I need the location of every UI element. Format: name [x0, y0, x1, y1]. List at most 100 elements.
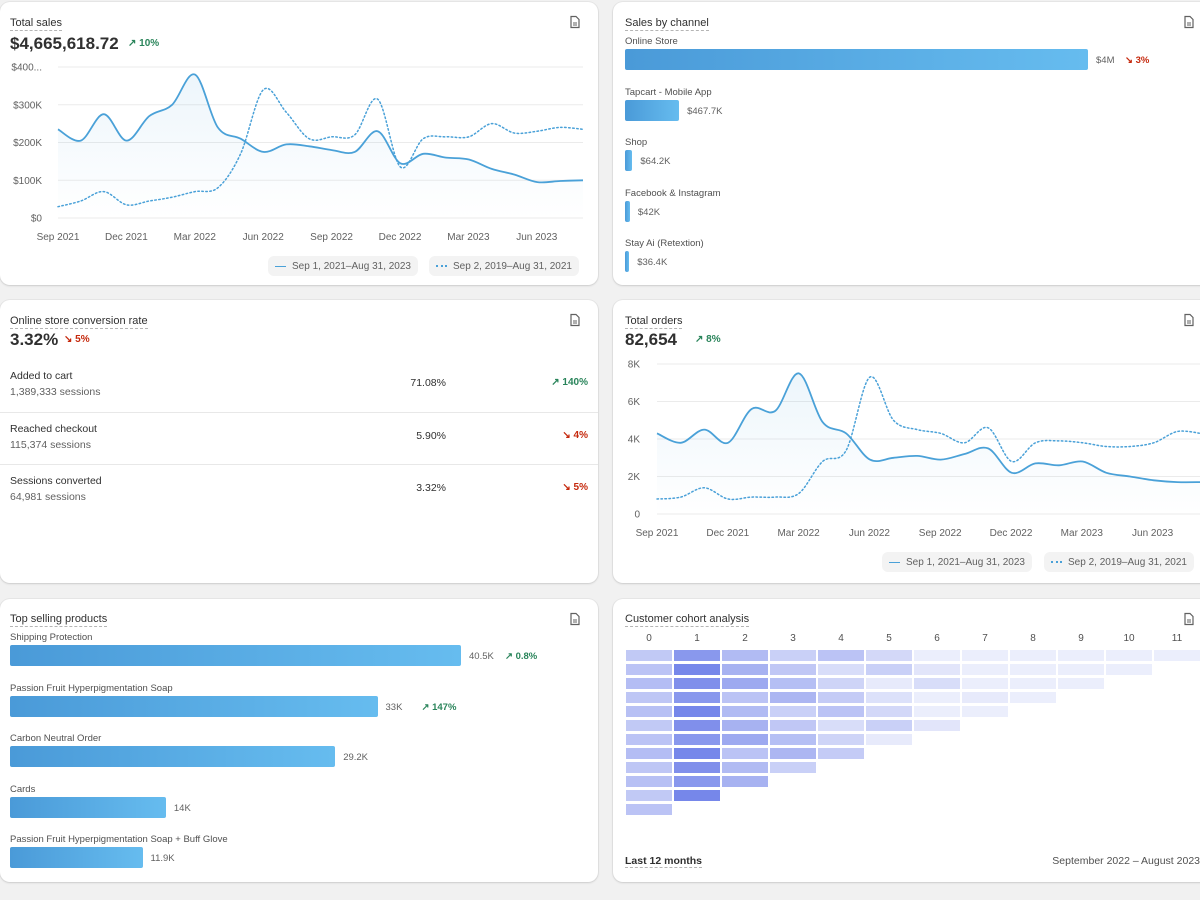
- channel-bar[interactable]: [625, 49, 1088, 70]
- cohort-cell[interactable]: [625, 747, 673, 760]
- legend-current-period[interactable]: Sep 1, 2021–Aug 31, 2023: [268, 256, 418, 276]
- cohort-cell[interactable]: [721, 649, 769, 662]
- product-bar[interactable]: [10, 645, 461, 666]
- product-bar[interactable]: [10, 796, 166, 818]
- cohort-cell[interactable]: [673, 691, 721, 704]
- export-icon[interactable]: [1182, 15, 1196, 29]
- cohort-cell[interactable]: [817, 747, 865, 760]
- cohort-cell[interactable]: [961, 663, 1009, 676]
- cohort-cell[interactable]: [673, 775, 721, 788]
- channel-bar[interactable]: [625, 251, 630, 273]
- cohort-cell[interactable]: [913, 663, 961, 676]
- cohort-cell[interactable]: [625, 775, 673, 788]
- legend-current-period[interactable]: Sep 1, 2021–Aug 31, 2023: [882, 552, 1032, 572]
- export-icon[interactable]: [568, 612, 582, 626]
- cohort-cell[interactable]: [721, 747, 769, 760]
- cohort-cell[interactable]: [1153, 649, 1200, 662]
- cohort-cell[interactable]: [769, 733, 817, 746]
- cohort-cell[interactable]: [625, 733, 673, 746]
- product-bar[interactable]: [10, 695, 378, 717]
- cohort-cell[interactable]: [673, 705, 721, 718]
- cohort-cell[interactable]: [721, 663, 769, 676]
- cohort-cell[interactable]: [865, 663, 913, 676]
- product-bar[interactable]: [10, 746, 336, 768]
- sales-by-channel-title[interactable]: Sales by channel: [625, 17, 709, 31]
- cohort-cell[interactable]: [673, 747, 721, 760]
- channel-bar[interactable]: [625, 150, 633, 172]
- cohort-cell[interactable]: [817, 663, 865, 676]
- cohort-cell[interactable]: [673, 719, 721, 732]
- cohort-cell[interactable]: [817, 691, 865, 704]
- cohort-cell[interactable]: [721, 705, 769, 718]
- cohort-cell[interactable]: [769, 719, 817, 732]
- cohort-cell[interactable]: [1105, 649, 1153, 662]
- cohort-cell[interactable]: [625, 649, 673, 662]
- cohort-cell[interactable]: [913, 649, 961, 662]
- channel-bar[interactable]: [625, 200, 630, 222]
- cohort-cell[interactable]: [673, 761, 721, 774]
- cohort-cell[interactable]: [1105, 663, 1153, 676]
- cohort-cell[interactable]: [769, 761, 817, 774]
- cohort-cell[interactable]: [673, 733, 721, 746]
- cohort-cell[interactable]: [961, 677, 1009, 690]
- cohort-cell[interactable]: [721, 761, 769, 774]
- cohort-cell[interactable]: [865, 677, 913, 690]
- cohort-cell[interactable]: [865, 733, 913, 746]
- export-icon[interactable]: [568, 313, 582, 327]
- cohort-cell[interactable]: [625, 761, 673, 774]
- export-icon[interactable]: [1182, 313, 1196, 327]
- cohort-cell[interactable]: [1009, 663, 1057, 676]
- cohort-cell[interactable]: [817, 649, 865, 662]
- cohort-cell[interactable]: [913, 719, 961, 732]
- cohort-cell[interactable]: [625, 677, 673, 690]
- export-icon[interactable]: [1182, 612, 1196, 626]
- cohort-cell[interactable]: [817, 719, 865, 732]
- cohort-cell[interactable]: [673, 663, 721, 676]
- cohort-cell[interactable]: [721, 677, 769, 690]
- cohort-cell[interactable]: [1009, 649, 1057, 662]
- total-orders-title[interactable]: Total orders: [625, 315, 683, 329]
- cohort-cell[interactable]: [913, 677, 961, 690]
- cohort-cell[interactable]: [625, 705, 673, 718]
- cohort-cell[interactable]: [817, 733, 865, 746]
- cohort-cell[interactable]: [913, 691, 961, 704]
- cohort-title[interactable]: Customer cohort analysis: [625, 613, 750, 627]
- cohort-cell[interactable]: [769, 691, 817, 704]
- cohort-cell[interactable]: [865, 691, 913, 704]
- cohort-period-link[interactable]: Last 12 months: [625, 855, 703, 868]
- cohort-cell[interactable]: [721, 775, 769, 788]
- cohort-cell[interactable]: [865, 719, 913, 732]
- cohort-cell[interactable]: [817, 705, 865, 718]
- cohort-cell[interactable]: [1057, 663, 1105, 676]
- cohort-cell[interactable]: [1057, 677, 1105, 690]
- cohort-cell[interactable]: [769, 663, 817, 676]
- cohort-cell[interactable]: [1057, 649, 1105, 662]
- cohort-cell[interactable]: [625, 691, 673, 704]
- cohort-cell[interactable]: [625, 803, 673, 816]
- cohort-cell[interactable]: [769, 649, 817, 662]
- cohort-cell[interactable]: [673, 677, 721, 690]
- cohort-cell[interactable]: [769, 677, 817, 690]
- cohort-cell[interactable]: [673, 789, 721, 802]
- cohort-cell[interactable]: [865, 649, 913, 662]
- cohort-cell[interactable]: [865, 705, 913, 718]
- total-sales-title[interactable]: Total sales: [10, 17, 62, 31]
- cohort-cell[interactable]: [961, 691, 1009, 704]
- cohort-cell[interactable]: [961, 705, 1009, 718]
- cohort-cell[interactable]: [625, 663, 673, 676]
- product-bar[interactable]: [10, 847, 143, 869]
- legend-previous-period[interactable]: Sep 2, 2019–Aug 31, 2021: [1044, 552, 1194, 572]
- cohort-cell[interactable]: [817, 677, 865, 690]
- cohort-cell[interactable]: [1009, 677, 1057, 690]
- legend-previous-period[interactable]: Sep 2, 2019–Aug 31, 2021: [429, 256, 579, 276]
- cohort-cell[interactable]: [721, 733, 769, 746]
- cohort-cell[interactable]: [961, 649, 1009, 662]
- cohort-cell[interactable]: [721, 719, 769, 732]
- cohort-cell[interactable]: [1009, 691, 1057, 704]
- channel-bar[interactable]: [625, 99, 680, 121]
- cohort-cell[interactable]: [625, 719, 673, 732]
- conversion-rate-title[interactable]: Online store conversion rate: [10, 315, 148, 329]
- cohort-cell[interactable]: [769, 747, 817, 760]
- cohort-cell[interactable]: [721, 691, 769, 704]
- cohort-cell[interactable]: [625, 789, 673, 802]
